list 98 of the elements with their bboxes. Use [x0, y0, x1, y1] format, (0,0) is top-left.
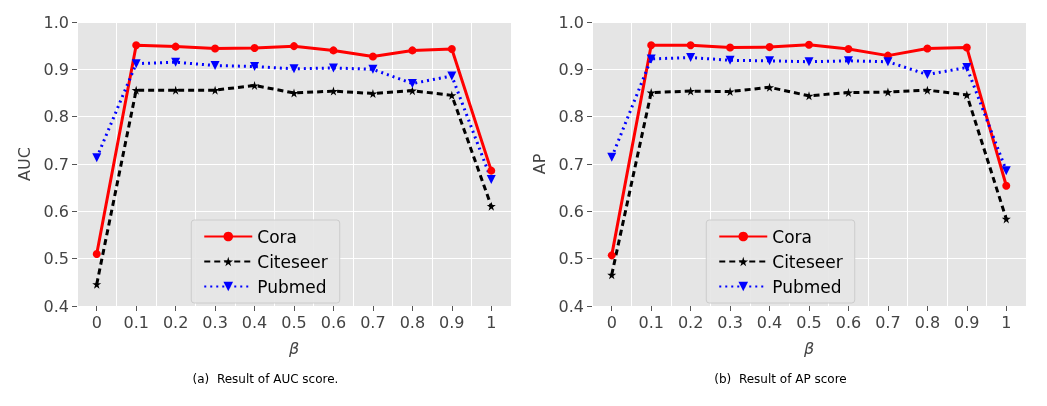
- x-tick-label: 1: [1001, 312, 1012, 332]
- x-axis-title: β: [287, 338, 300, 358]
- x-tick-label: 0.3: [717, 312, 743, 332]
- point: [843, 56, 853, 66]
- point: [686, 41, 695, 50]
- point: [646, 54, 656, 64]
- y-tick-label: 0.4: [43, 296, 69, 316]
- y-tick-label: 0.6: [558, 201, 584, 221]
- y-tick-label: 0.8: [43, 107, 69, 127]
- x-tick-label: 0: [606, 312, 617, 332]
- point: [447, 44, 456, 53]
- point: [408, 46, 417, 55]
- point: [487, 166, 496, 175]
- y-tick-label: 0.6: [43, 201, 69, 221]
- x-tick-label: 0.6: [320, 312, 347, 332]
- point: [250, 44, 259, 53]
- x-tick-label: 0.8: [399, 312, 426, 332]
- point: [171, 42, 180, 51]
- point: [289, 64, 299, 74]
- x-tick-label: 0.2: [677, 312, 704, 332]
- y-axis-title: AP: [529, 153, 549, 175]
- legend-label: Pubmed: [772, 276, 842, 297]
- point: [844, 44, 853, 53]
- point: [368, 52, 377, 61]
- point: [607, 251, 616, 260]
- legend-label: Cora: [772, 226, 812, 247]
- legend-label: Citeseer: [257, 251, 328, 272]
- x-tick-label: 0: [91, 312, 102, 332]
- x-tick-label: 0.3: [202, 312, 228, 332]
- point: [962, 90, 972, 100]
- point: [131, 59, 141, 69]
- y-tick-label: 0.7: [558, 154, 584, 174]
- point: [447, 71, 457, 81]
- point: [805, 40, 813, 49]
- point: [92, 153, 102, 163]
- legend-label: Citeseer: [772, 251, 843, 272]
- legend-label: Pubmed: [257, 276, 327, 297]
- y-tick-label: 0.5: [558, 249, 584, 269]
- y-tick-label: 0.9: [558, 59, 584, 79]
- point: [883, 87, 893, 97]
- y-tick-label: 0.8: [558, 107, 584, 127]
- point: [726, 43, 735, 52]
- x-tick-label: 0.1: [638, 312, 664, 332]
- y-tick-label: 0.4: [558, 296, 584, 316]
- point: [843, 88, 853, 98]
- point: [250, 80, 260, 90]
- x-tick-label: 0.9: [439, 312, 465, 332]
- point: [804, 57, 814, 67]
- text: (b) Result of AP score: [714, 372, 847, 386]
- x-tick-label: 0.4: [756, 312, 783, 332]
- legend-label: Cora: [257, 226, 297, 247]
- y-axis-title: AUC: [14, 147, 34, 181]
- point: [725, 55, 735, 65]
- y-tick-label: 1.0: [43, 12, 69, 32]
- x-tick-label: 0.5: [281, 312, 307, 332]
- x-tick-label: 0.9: [954, 312, 980, 332]
- y-tick-label: 1.0: [558, 12, 584, 32]
- point: [686, 53, 696, 62]
- y-tick-label: 0.7: [43, 154, 69, 174]
- point: [1001, 214, 1011, 224]
- point: [962, 62, 972, 72]
- point: [486, 201, 496, 211]
- x-tick-label: 0.7: [875, 312, 901, 332]
- point: [1001, 166, 1011, 176]
- point: [407, 79, 417, 89]
- point: [923, 44, 932, 53]
- point: [765, 82, 775, 92]
- x-tick-label: 0.1: [123, 312, 149, 332]
- point: [922, 70, 932, 80]
- point: [646, 88, 656, 98]
- point: [92, 249, 101, 258]
- x-tick-label: 0.8: [914, 312, 941, 332]
- point: [368, 64, 378, 74]
- point: [647, 41, 656, 50]
- x-tick-label: 0.4: [241, 312, 268, 332]
- point: [883, 57, 893, 67]
- point: [962, 43, 971, 52]
- x-tick-label: 1: [486, 312, 497, 332]
- point: [765, 56, 775, 66]
- x-tick-label: 0.2: [162, 312, 189, 332]
- point: [250, 61, 260, 71]
- point: [290, 42, 298, 51]
- point: [329, 46, 338, 55]
- point: [132, 41, 141, 50]
- point: [211, 44, 220, 53]
- text: (a) Result of AUC score.: [192, 372, 339, 386]
- x-tick-label: 0.7: [360, 312, 386, 332]
- x-tick-label: 0.6: [835, 312, 862, 332]
- point: [922, 85, 932, 95]
- x-tick-label: 0.5: [796, 312, 822, 332]
- y-tick-label: 0.5: [43, 249, 69, 269]
- point: [486, 175, 496, 185]
- y-tick-label: 0.9: [43, 59, 69, 79]
- x-axis-title: β: [802, 338, 815, 358]
- point: [328, 63, 338, 73]
- point: [210, 61, 220, 71]
- point: [1002, 181, 1011, 190]
- point: [765, 43, 774, 52]
